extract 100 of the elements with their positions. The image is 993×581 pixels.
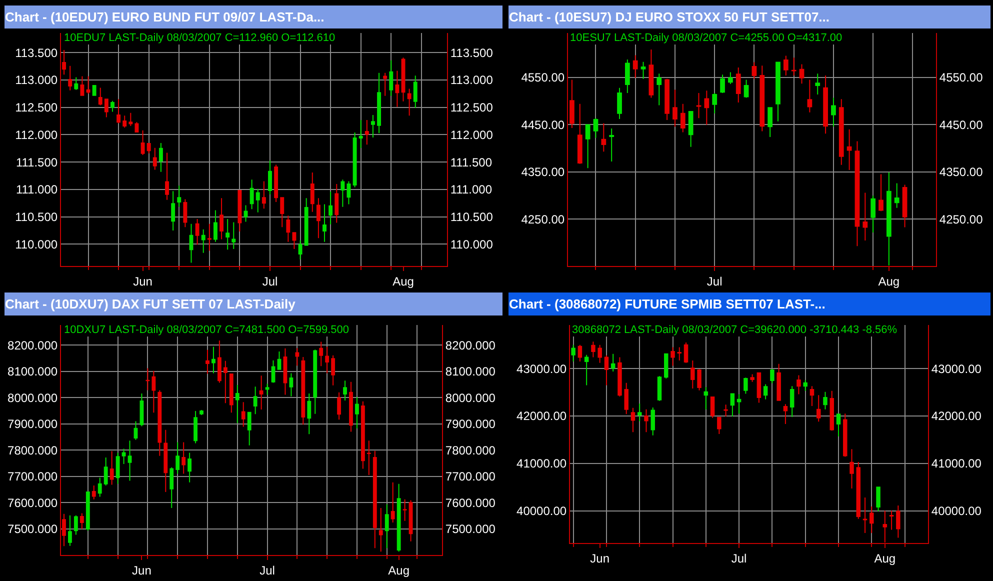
candlestick [334, 183, 339, 224]
y-tick-label: 112.000 [15, 128, 58, 142]
chart-subtitle: 10DXU7 LAST-Daily 08/03/2007 C=7481.500 O=7599.500 [64, 324, 349, 336]
candlestick [648, 49, 654, 98]
candlestick [570, 79, 574, 128]
candlestick [744, 79, 749, 98]
candlestick [889, 510, 894, 530]
candlestick [843, 413, 848, 458]
candlestick [736, 67, 741, 103]
candlestick [289, 372, 294, 397]
candlestick [194, 410, 198, 444]
candlestick [396, 483, 401, 552]
y-tick-label: 4350.00 [521, 165, 565, 180]
x-tick-label: Jul [262, 274, 278, 288]
candlestick [688, 110, 694, 148]
candlestick [241, 402, 246, 428]
y2-tick-label: 7800.000 [445, 443, 496, 458]
candlestick [604, 354, 609, 386]
candlestick [783, 55, 788, 76]
y-tick-label: 43000.00 [516, 362, 567, 376]
candlestick [684, 342, 688, 364]
y-tick-label: 40000.00 [516, 504, 567, 518]
candlestick [152, 147, 157, 170]
y2-tick-label: 43000.00 [931, 362, 982, 376]
candlestick [830, 390, 834, 432]
x-tick-label: Jun [132, 563, 152, 578]
candlestick [86, 492, 90, 532]
candlestick [886, 172, 892, 266]
x-tick-label: Jul [731, 551, 747, 566]
y-tick-label: 4550.00 [521, 70, 565, 85]
candlestick [140, 130, 145, 156]
candlestick [815, 73, 820, 95]
candlestick [704, 386, 708, 410]
candlestick [313, 349, 318, 414]
candlestick [720, 74, 725, 94]
candlestick [247, 412, 252, 446]
candlestick [188, 452, 192, 483]
candlestick [366, 440, 371, 476]
x-tick-label: Aug [878, 274, 900, 288]
candlestick [870, 506, 874, 534]
y-tick-label: 7600.000 [8, 496, 58, 510]
candlestick [697, 368, 702, 391]
candlestick [617, 87, 622, 120]
candlestick [322, 204, 326, 242]
candlestick [80, 76, 84, 96]
candlestick [712, 92, 718, 114]
candlestick [238, 190, 242, 232]
y2-tick-label: 111.500 [450, 155, 492, 170]
candlestick [704, 90, 710, 126]
candlestick [98, 87, 102, 106]
candlestick [377, 72, 382, 134]
y2-tick-label: 112.000 [450, 128, 494, 142]
candlestick [768, 107, 773, 138]
y2-tick-label: 7600.000 [445, 496, 496, 510]
candlestick [664, 353, 668, 380]
candlestick [201, 228, 206, 254]
y-tick-label: 110.500 [15, 210, 58, 224]
y-tick-label: 111.000 [16, 182, 58, 197]
candlestick [110, 100, 114, 112]
candlestick [295, 348, 300, 366]
y2-tick-label: 8200.000 [445, 338, 496, 352]
candlestick [776, 363, 781, 402]
candlestick [578, 344, 582, 362]
candlestick [177, 185, 182, 208]
candlestick [584, 354, 589, 386]
candlestick [630, 407, 636, 433]
candlestick [189, 223, 194, 264]
candlestick [319, 341, 324, 367]
chart-title: Chart - (10EDU7) EURO BUND FUT 09/07 LAST-Da... [5, 10, 324, 24]
candlestick [229, 373, 234, 414]
candlestick [624, 382, 628, 415]
candlestick [796, 374, 801, 395]
candlestick [384, 504, 389, 549]
candlestick [370, 114, 375, 138]
candlestick [182, 442, 186, 474]
candlestick [274, 164, 278, 203]
candlestick [343, 380, 347, 402]
candlestick [696, 92, 702, 119]
candlestick [577, 103, 582, 164]
candlestick [593, 118, 598, 138]
candlestick [292, 232, 296, 250]
candlestick [104, 456, 108, 486]
candlestick [730, 393, 735, 417]
candlestick [92, 85, 96, 96]
candlestick [690, 360, 695, 389]
y-tick-label: 113.000 [15, 73, 58, 88]
x-tick-label: Aug [388, 563, 410, 578]
candlestick [128, 112, 133, 126]
candlestick [262, 180, 266, 210]
candlestick [195, 218, 200, 246]
y2-tick-label: 40000.00 [931, 504, 982, 518]
candlestick [304, 198, 308, 246]
candlestick [286, 215, 290, 242]
candlestick [389, 60, 394, 96]
candlestick [870, 195, 876, 233]
candlestick [413, 75, 418, 108]
candlestick [158, 390, 162, 456]
candlestick [349, 381, 353, 432]
candlestick [316, 198, 320, 239]
candlestick [760, 65, 765, 132]
